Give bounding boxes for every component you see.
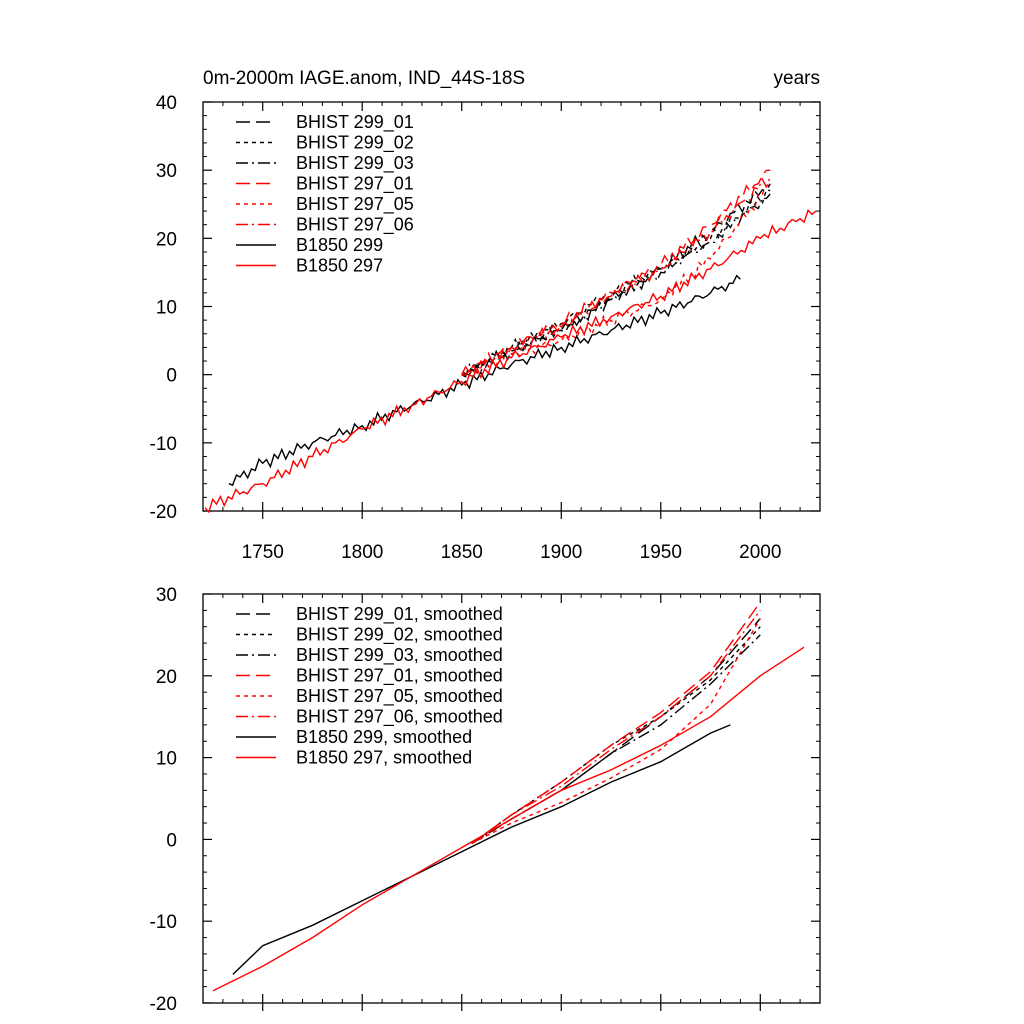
y-tick-label: -10 [150,912,177,933]
bottom-ticks: -20 -10 0 10 20 30 [150,585,821,1015]
y-tick-label: -10 [150,434,177,455]
legend-label: BHIST 299_01, smoothed [296,604,503,625]
series-line-bhist-299-03 [461,193,771,378]
top-panel: 0m-2000m IAGE.anom, IND_44S-18S years 17… [150,68,821,563]
top-series-group [204,169,817,514]
bottom-series-group [212,601,805,992]
legend-label: B1850 297, smoothed [296,748,472,768]
y-tick-label: 10 [156,749,177,770]
legend-label: BHIST 299_03 [296,153,414,174]
units-label: years [774,68,820,89]
series-line-bhist-299-02 [461,189,771,376]
x-tick-label: 2000 [739,542,781,563]
series-line-b1850-299 [228,274,741,487]
y-tick-label: 30 [156,161,177,182]
top-ticks: 1750 1800 1850 1900 1950 2000 -20 -10 0 10 20 30 40 [150,93,821,563]
x-tick-label: 1850 [441,542,483,563]
legend-label: BHIST 297_06, smoothed [296,707,503,728]
y-tick-label: 0 [166,830,177,851]
chart-title: 0m-2000m IAGE.anom, IND_44S-18S [203,68,525,89]
legend-label: BHIST 297_05 [296,194,414,215]
legend-label: BHIST 299_01 [296,112,414,133]
legend-label: BHIST 297_01, smoothed [296,666,503,687]
legend-label: B1850 299, smoothed [296,727,472,747]
y-tick-label: 30 [156,585,177,606]
x-tick-label: 1750 [242,542,284,563]
y-tick-label: -20 [150,502,177,523]
legend-label: B1850 299 [296,235,383,255]
legend-label: B1850 297 [296,256,383,276]
series-line-bhist-297-05-smoothed [471,618,761,845]
legend-label: BHIST 299_02, smoothed [296,625,503,646]
series-line-b1850-297-smoothed [212,646,805,992]
legend-label: BHIST 299_02 [296,133,414,154]
x-tick-label: 1800 [341,542,383,563]
series-line-bhist-297-06-smoothed [471,609,761,845]
y-tick-label: 20 [156,229,177,250]
x-tick-label: 1950 [640,542,682,563]
series-line-b1850-297 [204,208,817,514]
legend-label: BHIST 297_06 [296,215,414,236]
bottom-plot-frame [202,593,821,1004]
y-tick-label: 0 [166,366,177,387]
y-tick-label: -20 [150,994,177,1015]
x-tick-label: 1900 [540,542,582,563]
y-tick-label: 10 [156,298,177,319]
series-line-bhist-297-05 [461,183,771,376]
legend-label: BHIST 299_03, smoothed [296,645,503,666]
series-line-bhist-297-06 [461,176,771,376]
legend-label: BHIST 297_01 [296,174,414,195]
legend-label: BHIST 297_05, smoothed [296,686,503,707]
series-line-b1850-299-smoothed [232,724,731,975]
y-tick-label: 40 [156,93,177,114]
y-tick-label: 20 [156,667,177,688]
